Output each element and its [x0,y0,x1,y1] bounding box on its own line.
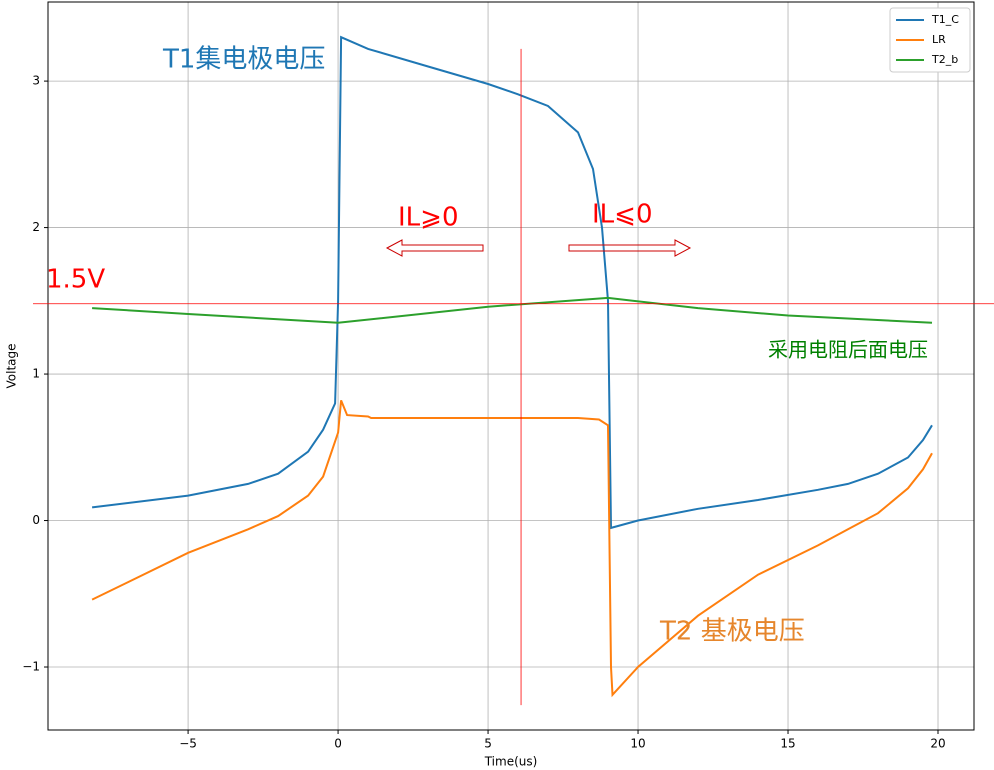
legend-label: T2_b [931,53,958,66]
annotation: 采用电阻后面电压 [768,338,928,362]
annotation: T2 基极电压 [659,617,805,647]
arrow [385,239,484,257]
series-line [91,400,933,698]
y-tick-label: 0 [32,513,40,527]
annotation: IL⩾0 [398,203,458,233]
x-tick-label: 5 [484,737,492,751]
annotation: T1集电极电压 [162,45,325,75]
arrow [568,239,692,257]
series-line [91,35,933,530]
series-line [92,296,933,324]
x-axis-label: Time(us) [484,755,538,769]
plot-frame [47,1,975,731]
x-tick-label: 10 [630,737,645,751]
y-tick-label: 2 [32,220,40,234]
x-tick-label: −5 [179,737,197,751]
annotation: IL⩽0 [592,200,652,230]
x-tick-label: 15 [780,737,795,751]
legend-box [889,7,971,73]
y-tick-label: 3 [32,74,40,88]
annotation: 1.5V [46,265,105,295]
y-tick-label: 1 [32,367,40,381]
y-axis-label: Voltage [5,343,19,388]
x-tick-label: 0 [334,737,342,751]
legend-label: LR [932,33,946,46]
y-tick-label: −1 [22,660,40,674]
x-tick-label: 20 [930,737,945,751]
legend-label: T1_C [931,13,959,26]
